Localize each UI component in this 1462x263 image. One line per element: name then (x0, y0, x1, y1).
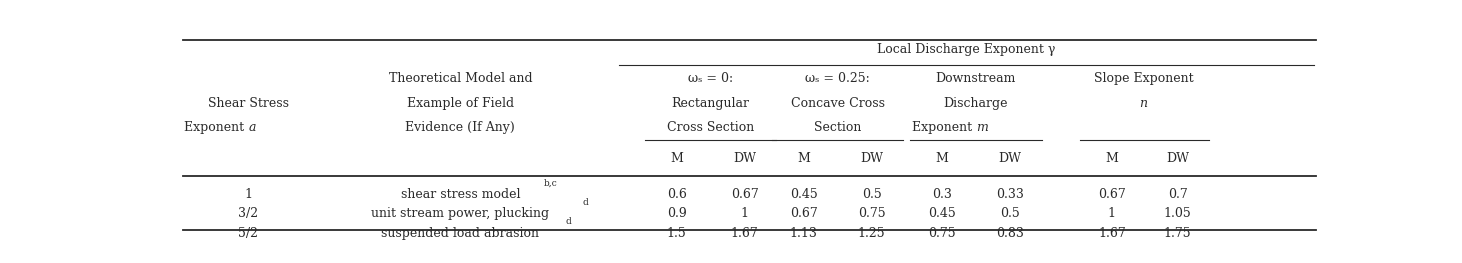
Text: M: M (797, 152, 810, 165)
Text: Discharge: Discharge (943, 97, 1009, 110)
Text: 0.83: 0.83 (996, 226, 1023, 240)
Text: 0.6: 0.6 (667, 188, 687, 201)
Text: Cross Section: Cross Section (667, 121, 754, 134)
Text: 1.67: 1.67 (1098, 226, 1126, 240)
Text: Example of Field: Example of Field (406, 97, 515, 110)
Text: M: M (670, 152, 683, 165)
Text: 3/2: 3/2 (238, 207, 259, 220)
Text: 0.67: 0.67 (1098, 188, 1126, 201)
Text: DW: DW (999, 152, 1022, 165)
Text: Downstream: Downstream (936, 72, 1016, 85)
Text: 1.13: 1.13 (789, 226, 817, 240)
Text: 0.33: 0.33 (996, 188, 1023, 201)
Text: unit stream power, plucking: unit stream power, plucking (371, 207, 550, 220)
Text: 0.67: 0.67 (731, 188, 759, 201)
Text: Concave Cross: Concave Cross (791, 97, 885, 110)
Text: Evidence (If Any): Evidence (If Any) (405, 121, 515, 134)
Text: M: M (936, 152, 949, 165)
Text: 1: 1 (741, 207, 749, 220)
Text: Exponent: Exponent (184, 121, 249, 134)
Text: 1.5: 1.5 (667, 226, 687, 240)
Text: 1.05: 1.05 (1164, 207, 1192, 220)
Text: 1.75: 1.75 (1164, 226, 1192, 240)
Text: 0.67: 0.67 (789, 207, 817, 220)
Text: M: M (1105, 152, 1118, 165)
Text: b,c: b,c (544, 179, 557, 188)
Text: Local Discharge Exponent γ: Local Discharge Exponent γ (877, 43, 1056, 56)
Text: Section: Section (814, 121, 861, 134)
Text: shear stress model: shear stress model (401, 188, 520, 201)
Text: 0.5: 0.5 (861, 188, 882, 201)
Text: d: d (582, 198, 588, 207)
Text: 0.45: 0.45 (928, 207, 956, 220)
Text: Slope Exponent: Slope Exponent (1094, 72, 1193, 85)
Text: 1.25: 1.25 (858, 226, 886, 240)
Text: 1: 1 (244, 188, 253, 201)
Text: 0.7: 0.7 (1168, 188, 1187, 201)
Text: Theoretical Model and: Theoretical Model and (389, 72, 532, 85)
Text: n: n (1139, 97, 1148, 110)
Text: d: d (564, 218, 570, 226)
Text: ωₛ = 0:: ωₛ = 0: (689, 72, 734, 85)
Text: Shear Stress: Shear Stress (208, 97, 289, 110)
Text: 5/2: 5/2 (238, 226, 259, 240)
Text: Exponent: Exponent (912, 121, 975, 134)
Text: 0.45: 0.45 (789, 188, 817, 201)
Text: m: m (975, 121, 988, 134)
Text: Rectangular: Rectangular (671, 97, 750, 110)
Text: DW: DW (734, 152, 756, 165)
Text: 0.75: 0.75 (928, 226, 956, 240)
Text: a: a (249, 121, 256, 134)
Text: DW: DW (1167, 152, 1189, 165)
Text: 0.3: 0.3 (931, 188, 952, 201)
Text: 0.75: 0.75 (858, 207, 886, 220)
Text: 1: 1 (1108, 207, 1116, 220)
Text: 0.5: 0.5 (1000, 207, 1020, 220)
Text: ωₛ = 0.25:: ωₛ = 0.25: (806, 72, 870, 85)
Text: suspended load abrasion: suspended load abrasion (382, 226, 539, 240)
Text: 1.67: 1.67 (731, 226, 759, 240)
Text: 0.9: 0.9 (667, 207, 687, 220)
Text: DW: DW (860, 152, 883, 165)
